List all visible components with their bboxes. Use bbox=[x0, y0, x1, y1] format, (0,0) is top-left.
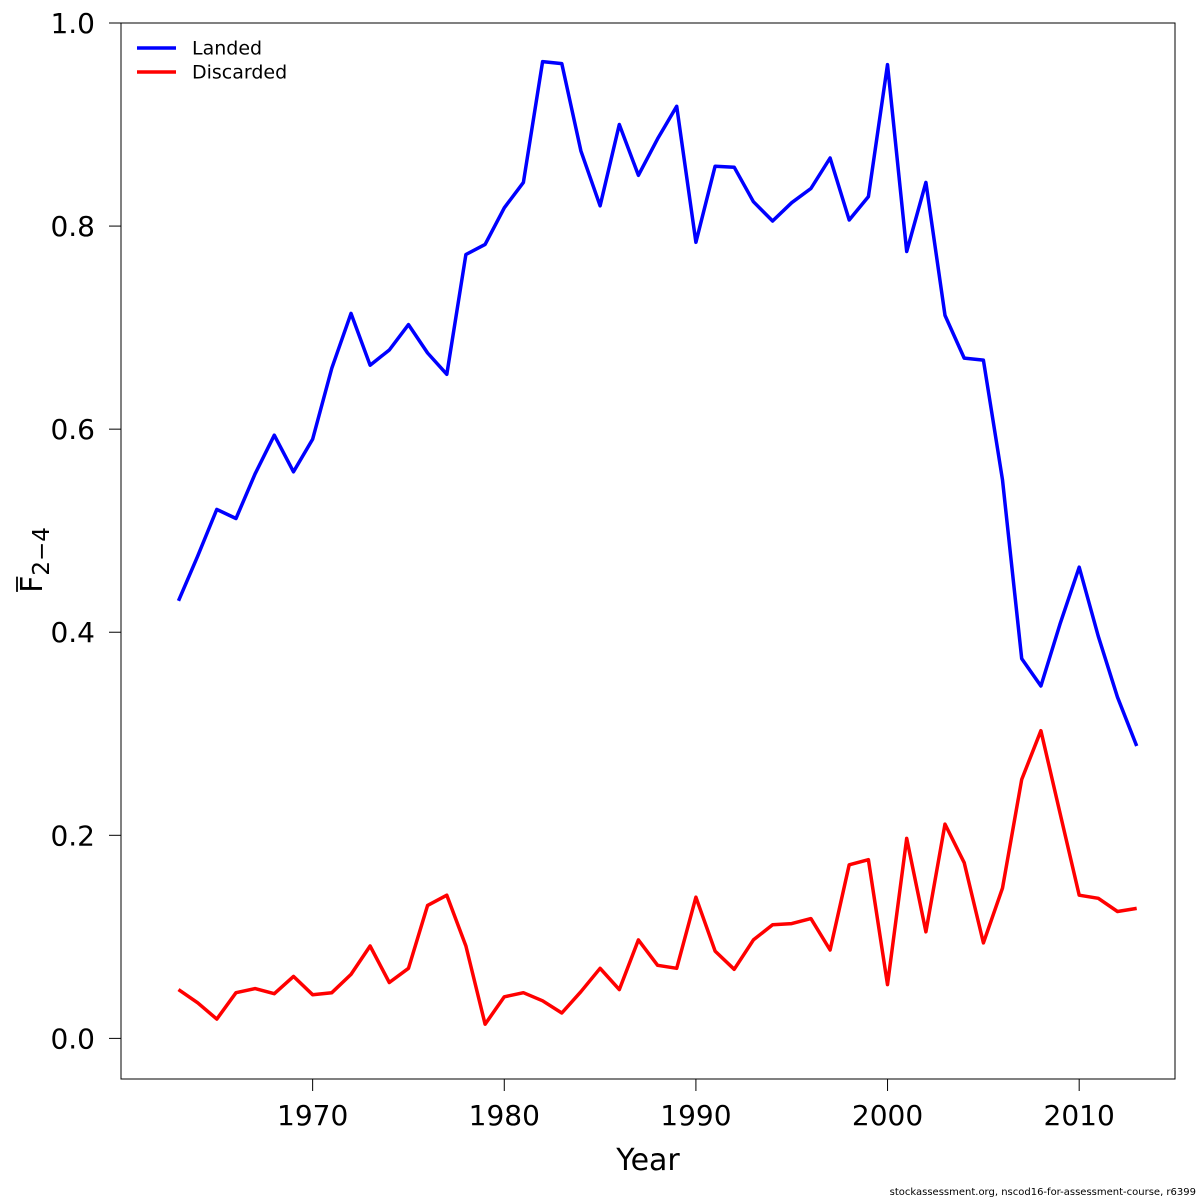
x-tick-label: 2000 bbox=[852, 1099, 923, 1132]
plot-frame bbox=[120, 22, 1176, 1080]
y-tick-label: 0.0 bbox=[50, 1022, 95, 1055]
y-tick-label: 1.0 bbox=[50, 7, 95, 40]
y-tick-label: 0.2 bbox=[50, 819, 95, 852]
series-line-landed bbox=[176, 59, 1139, 747]
y-tick-label: 0.4 bbox=[50, 616, 95, 649]
legend-label-discarded: Discarded bbox=[192, 62, 287, 84]
series-layer bbox=[176, 59, 1139, 1026]
y-axis-title: F2−4 bbox=[15, 527, 55, 593]
svg-text:F2−4: F2−4 bbox=[15, 527, 55, 593]
x-tick-label: 2010 bbox=[1044, 1099, 1115, 1132]
legend: Landed Discarded bbox=[137, 38, 287, 84]
series-line-discarded bbox=[177, 728, 1137, 1026]
legend-label-landed: Landed bbox=[192, 38, 262, 60]
x-axis-title: Year bbox=[615, 1143, 680, 1178]
x-axis: 1970 1980 1990 2000 2010 bbox=[277, 1078, 1115, 1132]
y-axis: 0.0 0.2 0.4 0.6 0.8 1.0 bbox=[50, 7, 122, 1055]
x-tick-label: 1990 bbox=[660, 1099, 731, 1132]
y-tick-label: 0.8 bbox=[50, 210, 95, 243]
y-axis-title-main: F bbox=[15, 576, 50, 593]
y-axis-title-subscript: 2−4 bbox=[29, 527, 55, 576]
y-tick-label: 0.6 bbox=[50, 413, 95, 446]
x-tick-label: 1970 bbox=[277, 1099, 348, 1132]
footer-credit: stockassessment.org, nscod16-for-assessm… bbox=[889, 1187, 1196, 1198]
x-tick-label: 1980 bbox=[469, 1099, 540, 1132]
